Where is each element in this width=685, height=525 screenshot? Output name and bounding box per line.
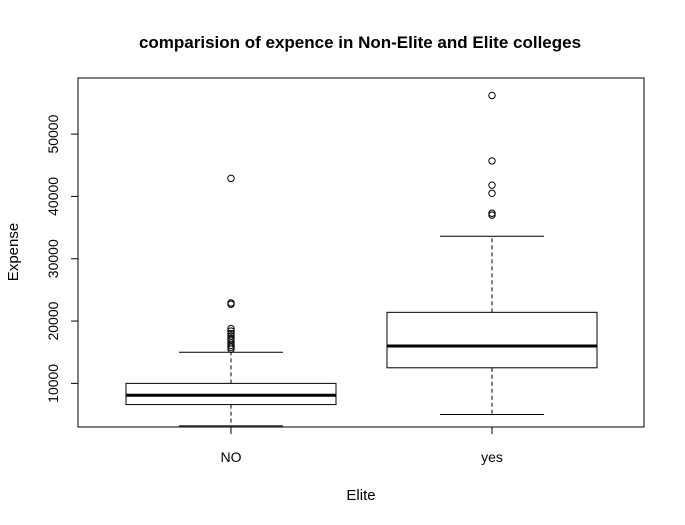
- outlier-point: [227, 334, 235, 343]
- y-axis: 10000 20000 30000 40000 50000: [45, 114, 79, 403]
- x-axis: NO yes: [221, 426, 503, 465]
- chart-title: comparision of expence in Non-Elite and …: [139, 33, 581, 52]
- outlier-point: [227, 329, 235, 338]
- outlier-point: [488, 189, 496, 197]
- y-tick-label: 50000: [45, 114, 61, 153]
- outlier-point: [488, 211, 496, 219]
- outlier-point: [227, 299, 235, 307]
- box-no: [125, 174, 337, 427]
- outlier-point: [488, 91, 496, 100]
- box-yes: [386, 91, 598, 416]
- outlier-point: [227, 332, 235, 340]
- boxes: [125, 91, 598, 427]
- y-axis-label: Expense: [5, 223, 22, 281]
- x-tick-label: NO: [221, 449, 242, 465]
- plot-frame: [77, 77, 645, 428]
- y-tick-label: 10000: [45, 364, 61, 403]
- outlier-point: [227, 174, 235, 183]
- outlier-point: [488, 157, 496, 165]
- y-tick-label: 20000: [45, 301, 61, 340]
- outlier-point: [227, 324, 235, 333]
- outlier-point: [488, 209, 496, 217]
- outlier-point: [488, 181, 496, 189]
- outlier-point: [227, 327, 235, 335]
- box-iqr: [386, 311, 598, 369]
- x-axis-label: Elite: [346, 487, 375, 504]
- y-tick-label: 30000: [45, 239, 61, 278]
- x-tick-label: yes: [481, 449, 503, 465]
- y-tick-label: 40000: [45, 177, 61, 216]
